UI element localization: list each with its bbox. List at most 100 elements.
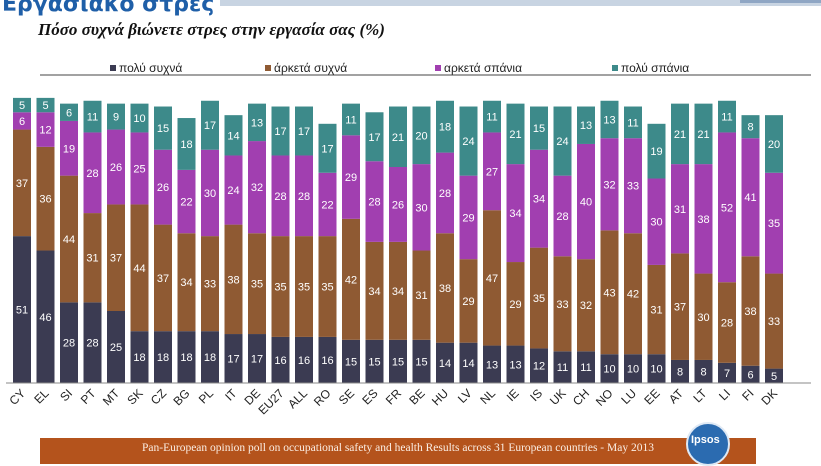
bar-segment-dk-s4 xyxy=(765,115,783,173)
data-label-dk-s2: 33 xyxy=(768,316,780,328)
data-label-bg-s1: 18 xyxy=(180,352,192,364)
bar-segment-li-s1 xyxy=(718,362,736,383)
bar-segment-de-s4 xyxy=(248,103,266,142)
data-label-it-s2: 38 xyxy=(227,274,239,286)
data-label-sk-s3: 25 xyxy=(133,163,145,175)
data-label-at-s2: 37 xyxy=(674,302,686,314)
data-label-pl-s3: 30 xyxy=(204,188,216,200)
data-label-ro-s2: 35 xyxy=(321,282,333,294)
data-label-nl-s1: 13 xyxy=(486,359,498,371)
data-label-ch-s1: 11 xyxy=(580,362,591,374)
bar-segment-ee-s3 xyxy=(647,178,666,265)
data-label-es-s3: 28 xyxy=(368,197,380,209)
data-label-uk-s4: 24 xyxy=(556,136,568,148)
data-label-at-s3: 31 xyxy=(674,204,686,216)
bar-segment-nl-s3 xyxy=(483,132,501,211)
legend-swatch-1 xyxy=(110,65,116,71)
bar-segment-bg-s2 xyxy=(177,233,196,332)
data-label-hu-s1: 14 xyxy=(439,358,451,370)
bar-segment-fr-s1 xyxy=(389,339,407,383)
x-tick-eu27: EU27 xyxy=(255,386,286,417)
legend-label-1: πολύ συχνά xyxy=(119,61,182,75)
bar-segment-be-s4 xyxy=(412,106,431,165)
bar-segment-fr-s4 xyxy=(389,106,407,167)
x-tick-pt: PT xyxy=(78,386,99,407)
data-label-ee-s1: 10 xyxy=(650,364,662,376)
data-label-uk-s3: 28 xyxy=(556,211,568,223)
bar-segment-lv-s1 xyxy=(459,342,478,383)
top-rule xyxy=(220,0,821,6)
data-label-si-s2: 44 xyxy=(63,234,75,246)
data-label-fr-s1: 15 xyxy=(392,356,404,368)
x-tick-lv: LV xyxy=(455,386,475,406)
bar-segment-be-s2 xyxy=(412,250,431,340)
data-label-is-s4: 15 xyxy=(533,123,545,135)
data-label-li-s3: 52 xyxy=(721,202,733,214)
bar-segment-bg-s4 xyxy=(177,118,196,170)
data-label-cy-s4: 5 xyxy=(19,100,25,112)
bar-segment-no-s3 xyxy=(600,138,619,231)
bar-segment-at-s3 xyxy=(671,164,689,254)
data-label-lv-s4: 24 xyxy=(462,136,474,148)
data-label-eu27-s4: 17 xyxy=(274,126,286,138)
data-label-lt-s2: 30 xyxy=(697,312,709,324)
data-label-ro-s4: 17 xyxy=(321,143,333,155)
bar-segment-fi-s2 xyxy=(741,256,760,366)
bar-segment-li-s4 xyxy=(718,100,736,133)
bar-segment-pl-s2 xyxy=(201,236,219,332)
bar-segment-bg-s1 xyxy=(177,331,196,383)
data-label-de-s1: 17 xyxy=(251,354,263,366)
bar-segment-be-s1 xyxy=(412,339,431,383)
data-label-li-s2: 28 xyxy=(721,318,733,330)
x-tick-cy: CY xyxy=(6,386,28,408)
data-label-cy-s2: 37 xyxy=(16,178,28,190)
bar-segment-si-s3 xyxy=(60,120,78,176)
stacked-bar-chart: πολύ συχνά άρκετά συχνά αρκετά σπάνια πολύ … xyxy=(6,61,811,417)
data-label-ch-s4: 13 xyxy=(580,120,592,132)
data-label-pt-s2: 31 xyxy=(86,253,98,265)
bar-segment-mt-s3 xyxy=(107,129,125,205)
data-label-se-s4: 11 xyxy=(345,114,356,126)
data-label-fi-s3: 41 xyxy=(744,192,756,204)
data-label-lu-s3: 33 xyxy=(627,181,639,193)
bar-segment-lv-s2 xyxy=(459,259,478,343)
data-label-uk-s2: 33 xyxy=(556,299,568,311)
data-label-fi-s1: 6 xyxy=(747,369,753,381)
x-tick-dk: DK xyxy=(758,386,780,408)
data-label-li-s4: 11 xyxy=(721,112,732,124)
bar-segment-hu-s3 xyxy=(436,152,454,234)
bar-segment-si-s1 xyxy=(60,302,78,383)
data-label-lv-s2: 29 xyxy=(462,296,474,308)
bar-segment-lu-s3 xyxy=(624,138,642,234)
footer-bar xyxy=(40,438,756,464)
bar-segment-no-s4 xyxy=(600,100,619,139)
bar-segment-se-s4 xyxy=(342,103,360,136)
bar-segment-uk-s4 xyxy=(553,106,572,176)
bar-segment-at-s1 xyxy=(671,359,689,383)
x-tick-ie: IE xyxy=(504,386,522,404)
bar-segment-pl-s3 xyxy=(201,149,219,237)
data-label-cz-s4: 15 xyxy=(157,123,169,135)
bar-segment-ro-s2 xyxy=(318,236,337,337)
bar-segment-is-s3 xyxy=(530,149,548,248)
data-label-lv-s1: 14 xyxy=(462,358,474,370)
bar-segment-cz-s4 xyxy=(154,106,172,150)
data-label-it-s3: 24 xyxy=(227,185,239,197)
data-label-lt-s1: 8 xyxy=(700,366,706,378)
bar-segment-sk-s4 xyxy=(130,103,149,133)
bar-segment-se-s1 xyxy=(342,339,360,383)
bar-segment-fi-s4 xyxy=(741,115,760,139)
bar-segment-eu27-s3 xyxy=(271,155,290,237)
data-label-no-s2: 43 xyxy=(603,287,615,299)
x-tick-lt: LT xyxy=(690,386,710,406)
bar-segment-bg-s3 xyxy=(177,169,196,234)
data-label-bg-s4: 18 xyxy=(180,139,192,151)
bar-segment-se-s2 xyxy=(342,218,360,340)
x-tick-be: BE xyxy=(406,386,427,407)
bar-segment-mt-s4 xyxy=(107,103,125,130)
data-label-be-s4: 20 xyxy=(415,130,427,142)
bar-segment-el-s4 xyxy=(36,97,55,113)
bar-segment-cz-s1 xyxy=(154,331,172,383)
x-tick-mt: MT xyxy=(100,386,123,409)
bar-segment-lv-s4 xyxy=(459,106,478,176)
